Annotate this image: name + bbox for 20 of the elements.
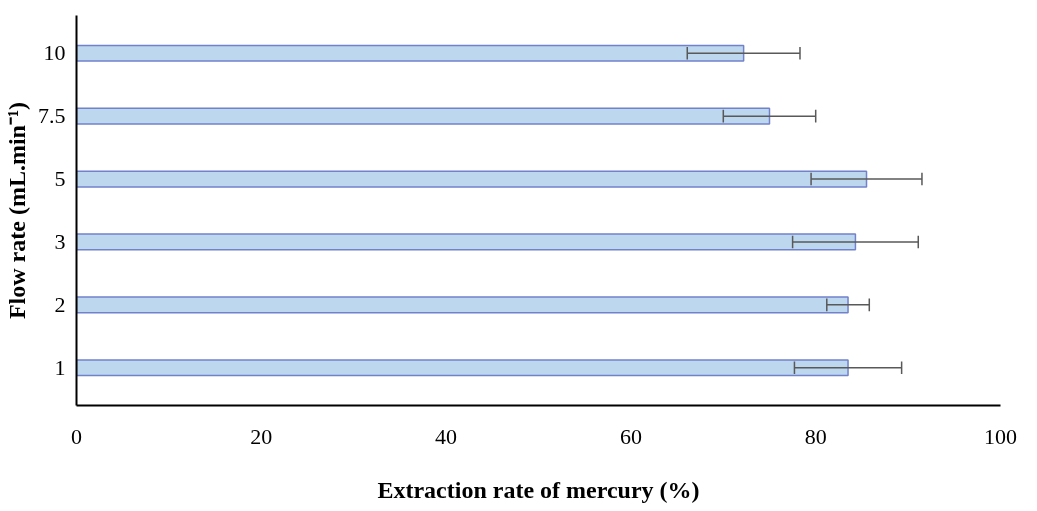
x-tick-label: 80 [804,423,827,449]
bar [76,107,771,125]
bar [76,233,857,251]
x-tick-label: 0 [71,423,82,449]
x-tick-label: 20 [250,423,273,449]
x-tick-label: 60 [619,423,642,449]
y-tick-label: 7.5 [38,103,66,129]
bar [76,296,849,314]
x-axis-title: Extraction rate of mercury (%) [377,476,700,503]
y-tick-label: 3 [54,228,66,254]
y-tick-label: 2 [54,291,66,317]
y-tick-label: 1 [54,354,66,380]
x-tick-label: 100 [984,423,1017,449]
bar [76,170,868,188]
bar [76,44,745,62]
bar [76,359,849,377]
x-tick-label: 40 [435,423,458,449]
y-tick-label: 10 [43,40,66,66]
y-axis-title: Flow rate (mL.min⁻¹) [4,101,30,320]
y-tick-label: 5 [54,166,66,192]
